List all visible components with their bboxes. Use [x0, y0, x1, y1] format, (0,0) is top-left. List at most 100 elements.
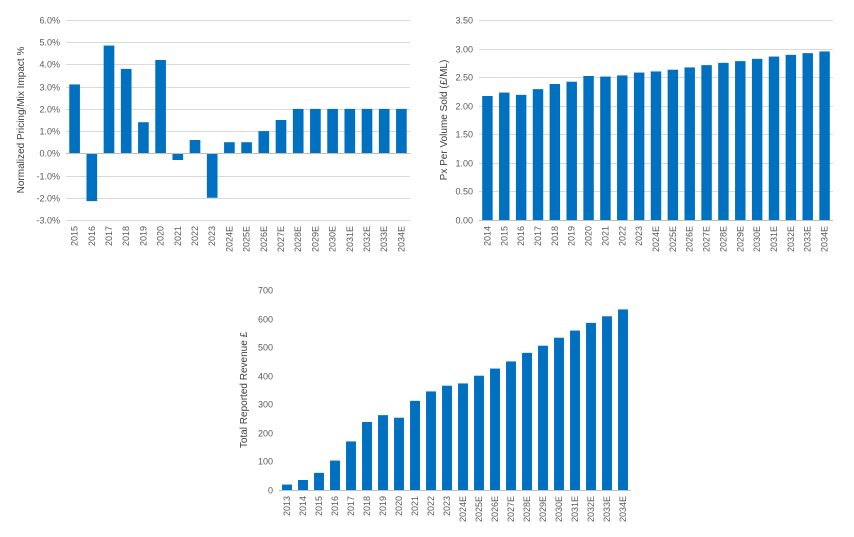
bar — [310, 108, 321, 154]
bar — [490, 368, 500, 490]
bar — [785, 54, 797, 220]
y-tick-label: 3.00 — [455, 45, 473, 55]
x-tick-label: 2025E — [474, 496, 484, 522]
bar — [69, 84, 80, 154]
x-tick-label: 2024E — [224, 226, 234, 252]
bar — [701, 65, 712, 220]
bar — [344, 108, 356, 154]
bar — [684, 67, 695, 221]
y-tick-label: 100 — [258, 457, 273, 467]
bar — [532, 89, 544, 220]
x-tick-label: 2028E — [293, 226, 303, 252]
bar — [172, 153, 184, 160]
y-tick-label: 0 — [268, 486, 273, 496]
x-tick-label: 2033E — [379, 226, 389, 252]
x-tick-label: 2030E — [752, 226, 762, 252]
bar — [583, 76, 594, 220]
bar — [718, 62, 729, 220]
y-tick-label: 4.0% — [39, 60, 60, 70]
y-tick-label: 6.0% — [39, 16, 60, 26]
bar — [549, 84, 561, 220]
bar — [258, 131, 270, 154]
y-tick-label: 700 — [258, 286, 273, 296]
x-tick-label: 2015 — [314, 496, 324, 516]
x-tick-label: 2026E — [259, 226, 269, 252]
x-tick-label: 2026E — [490, 496, 500, 522]
x-tick-label: 2022 — [617, 226, 627, 246]
bar — [224, 142, 235, 154]
x-tick-label: 2016 — [87, 226, 97, 246]
bar — [206, 153, 218, 198]
x-tick-label: 2023 — [634, 226, 644, 246]
y-tick-label: 0.00 — [455, 216, 473, 226]
bar — [802, 53, 813, 220]
x-tick-label: 2020 — [156, 226, 166, 246]
x-tick-label: 2028E — [522, 496, 532, 522]
x-tick-label: 2016 — [330, 496, 340, 516]
bar — [292, 108, 304, 154]
bar — [515, 94, 527, 220]
x-tick-label: 2016 — [516, 226, 526, 246]
bar — [442, 385, 452, 490]
x-tick-label: 2026E — [685, 226, 695, 252]
bar — [361, 108, 373, 154]
y-axis-label: Total Reported Revenue £ — [239, 331, 250, 448]
chart-2: 0.00 0.50 1.00 1.50 2.00 2.50 3.00 3.50 2014 2015… — [439, 16, 833, 252]
y-tick-label: -2.0% — [36, 194, 60, 204]
y-tick-label: 3.0% — [39, 83, 60, 93]
bar — [189, 140, 201, 154]
x-tick-label: 2027E — [276, 226, 286, 252]
bar — [600, 76, 611, 220]
y-tick-label: 300 — [258, 400, 273, 410]
y-tick-label: 600 — [258, 315, 273, 325]
y-tick-label: 1.00 — [455, 159, 473, 169]
y-tick-label: -3.0% — [36, 216, 60, 226]
x-tick-label: 2029E — [538, 496, 548, 522]
bar — [474, 375, 484, 490]
chart-3: 0 100 200 300 400 500 600 700 2013 2014 2015 2016 20… — [239, 286, 631, 522]
bar — [506, 361, 516, 490]
x-tick-label: 2018 — [121, 226, 131, 246]
x-tick-label: 2021 — [600, 226, 610, 246]
bar — [633, 72, 645, 220]
x-tick-label: 2025E — [668, 226, 678, 252]
x-tick-label: 2031E — [769, 226, 779, 252]
bar — [241, 142, 252, 154]
bar — [426, 391, 436, 490]
bar — [378, 415, 388, 490]
y-tick-label: 1.0% — [39, 127, 60, 137]
x-tick-label: 2034E — [618, 496, 628, 522]
x-tick-label: 2022 — [426, 496, 436, 516]
bar — [362, 422, 372, 490]
bar — [570, 330, 580, 490]
x-tick-label: 2032E — [586, 496, 596, 522]
bar — [522, 352, 532, 490]
bar — [617, 75, 628, 221]
bar — [618, 309, 628, 490]
bar — [396, 108, 407, 154]
bar — [538, 345, 548, 490]
y-axis-label: Px Per Volume Sold (£/ML) — [439, 60, 450, 181]
x-tick-label: 2017 — [533, 226, 543, 246]
x-tick-label: 2023 — [207, 226, 217, 246]
x-tick-label: 2023 — [442, 496, 452, 516]
bar — [327, 108, 338, 154]
y-tick-label: 400 — [258, 372, 273, 382]
bar — [86, 153, 98, 202]
bar — [346, 441, 356, 490]
x-tick-label: 2022 — [190, 226, 200, 246]
x-tick-label: 2017 — [104, 226, 114, 246]
bar — [602, 316, 612, 490]
x-tick-label: 2024E — [458, 496, 468, 522]
x-tick-label: 2014 — [482, 226, 492, 246]
y-axis-label: Normalized Pricing/Mix Impact % — [16, 47, 27, 194]
bar — [566, 81, 577, 221]
bar — [378, 108, 390, 154]
bar — [499, 92, 510, 220]
x-tick-label: 2014 — [298, 496, 308, 516]
y-tick-label: 2.00 — [455, 102, 473, 112]
bar — [330, 460, 340, 490]
bar — [667, 69, 679, 221]
bar — [650, 71, 662, 221]
y-tick-label: 0.50 — [455, 187, 473, 197]
